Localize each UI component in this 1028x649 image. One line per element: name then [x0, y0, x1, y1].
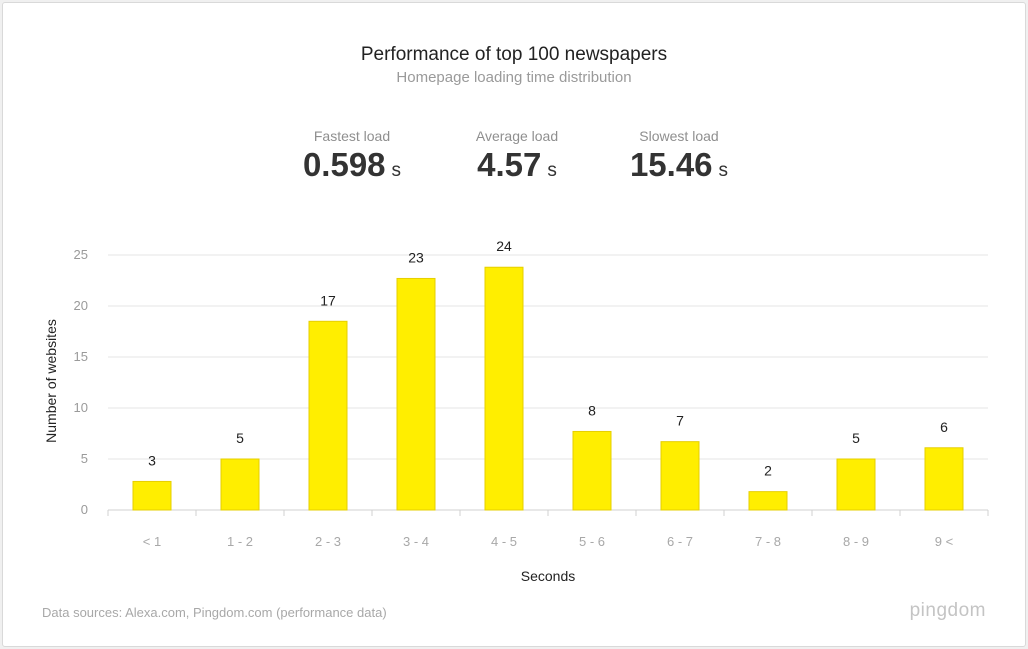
stat-label: Average load: [475, 128, 559, 144]
bar: [396, 277, 436, 511]
bar: [572, 430, 612, 511]
stat-value: 15.46: [629, 146, 713, 183]
chart-subtitle: Homepage loading time distribution: [396, 69, 632, 86]
bars: 3 5 17 23 24 8 7 2 5 6: [132, 238, 964, 511]
stat-average-load: Average load 4.57 s: [437, 128, 597, 184]
bar: [748, 491, 788, 511]
y-tick-label: 10: [74, 400, 88, 415]
y-tick-label: 20: [74, 298, 88, 313]
y-axis-label: Number of websites: [43, 319, 59, 443]
x-tick-label: 6 - 7: [667, 534, 693, 549]
y-tick-label: 15: [74, 349, 88, 364]
bar: [220, 458, 260, 511]
bar: [484, 266, 524, 511]
bar-value-label: 5: [236, 430, 244, 446]
bar: [660, 441, 700, 511]
bar-value-label: 5: [852, 430, 860, 446]
stat-value: 0.598: [302, 146, 386, 183]
stat-label: Slowest load: [639, 128, 719, 144]
y-tick-label: 5: [81, 451, 88, 466]
x-axis-label: Seconds: [521, 568, 575, 584]
bar: [836, 458, 876, 511]
x-tick-label: 5 - 6: [579, 534, 605, 549]
stat-label: Fastest load: [313, 128, 391, 144]
bar-value-label: 6: [940, 419, 948, 435]
bar-value-label: 8: [588, 402, 596, 418]
stat-value: 4.57: [477, 146, 542, 183]
stat-fastest-load: Fastest load 0.598 s: [272, 128, 432, 184]
y-axis-ticks: 0 5 10 15 20 25: [74, 247, 88, 517]
bar-value-label: 24: [496, 238, 512, 254]
bar: [132, 480, 172, 511]
bar: [308, 320, 348, 511]
chart-title: Performance of top 100 newspapers: [360, 44, 668, 65]
x-tick-label: < 1: [143, 534, 161, 549]
x-tick-label: 4 - 5: [491, 534, 517, 549]
x-tick-label: 9 <: [935, 534, 953, 549]
x-tick-label: 2 - 3: [315, 534, 341, 549]
y-tick-label: 0: [81, 502, 88, 517]
x-tick-label: 8 - 9: [843, 534, 869, 549]
bar: [924, 447, 964, 511]
stat-unit: s: [547, 160, 557, 181]
stat-unit: s: [718, 160, 729, 181]
x-tick-label: 3 - 4: [403, 534, 429, 549]
bar-value-label: 17: [320, 292, 336, 308]
stat-slowest-load: Slowest load 15.46 s: [599, 128, 759, 184]
bar-value-label: 2: [764, 463, 772, 479]
data-source-note: Data sources: Alexa.com, Pingdom.com (pe…: [42, 605, 387, 620]
pingdom-logo: pingdom: [909, 600, 986, 621]
stat-unit: s: [391, 160, 402, 181]
bar-value-label: 3: [148, 452, 156, 468]
y-tick-label: 25: [74, 247, 88, 262]
x-tick-label: 7 - 8: [755, 534, 781, 549]
x-axis-ticks: < 1 1 - 2 2 - 3 3 - 4 4 - 5 5 - 6 6 - 7 7 - 8 8 …: [107, 510, 989, 549]
bar-value-label: 23: [408, 249, 424, 265]
bar-value-label: 7: [676, 413, 684, 429]
x-tick-label: 1 - 2: [227, 534, 253, 549]
